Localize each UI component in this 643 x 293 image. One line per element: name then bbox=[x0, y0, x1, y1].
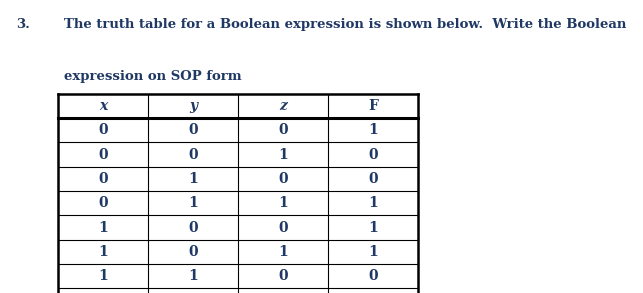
Text: 1: 1 bbox=[278, 196, 288, 210]
Text: 0: 0 bbox=[368, 269, 377, 283]
Text: 0: 0 bbox=[278, 269, 287, 283]
Text: 0: 0 bbox=[278, 123, 287, 137]
Text: F: F bbox=[368, 99, 378, 113]
Text: 0: 0 bbox=[188, 245, 197, 259]
Text: 1: 1 bbox=[368, 245, 378, 259]
Text: 1: 1 bbox=[98, 269, 108, 283]
Text: x: x bbox=[99, 99, 107, 113]
Text: 1: 1 bbox=[188, 172, 198, 186]
Text: 1: 1 bbox=[98, 221, 108, 234]
Text: 0: 0 bbox=[98, 172, 107, 186]
Text: 0: 0 bbox=[188, 221, 197, 234]
Text: 3.: 3. bbox=[16, 18, 30, 30]
Text: 0: 0 bbox=[188, 148, 197, 161]
Text: z: z bbox=[279, 99, 287, 113]
Text: 0: 0 bbox=[98, 123, 107, 137]
Text: 0: 0 bbox=[98, 148, 107, 161]
Text: 1: 1 bbox=[368, 221, 378, 234]
Text: 0: 0 bbox=[278, 221, 287, 234]
Text: The truth table for a Boolean expression is shown below.  Write the Boolean: The truth table for a Boolean expression… bbox=[64, 18, 627, 30]
Text: 0: 0 bbox=[368, 172, 377, 186]
Text: 0: 0 bbox=[368, 148, 377, 161]
Text: 1: 1 bbox=[188, 269, 198, 283]
Text: y: y bbox=[189, 99, 197, 113]
Text: 1: 1 bbox=[98, 245, 108, 259]
Text: 1: 1 bbox=[368, 123, 378, 137]
Text: expression on SOP form: expression on SOP form bbox=[64, 70, 242, 83]
Text: 0: 0 bbox=[188, 123, 197, 137]
Text: 1: 1 bbox=[188, 196, 198, 210]
Text: 0: 0 bbox=[278, 172, 287, 186]
Text: 1: 1 bbox=[368, 196, 378, 210]
Text: 1: 1 bbox=[278, 148, 288, 161]
Text: 1: 1 bbox=[278, 245, 288, 259]
Text: 0: 0 bbox=[98, 196, 107, 210]
